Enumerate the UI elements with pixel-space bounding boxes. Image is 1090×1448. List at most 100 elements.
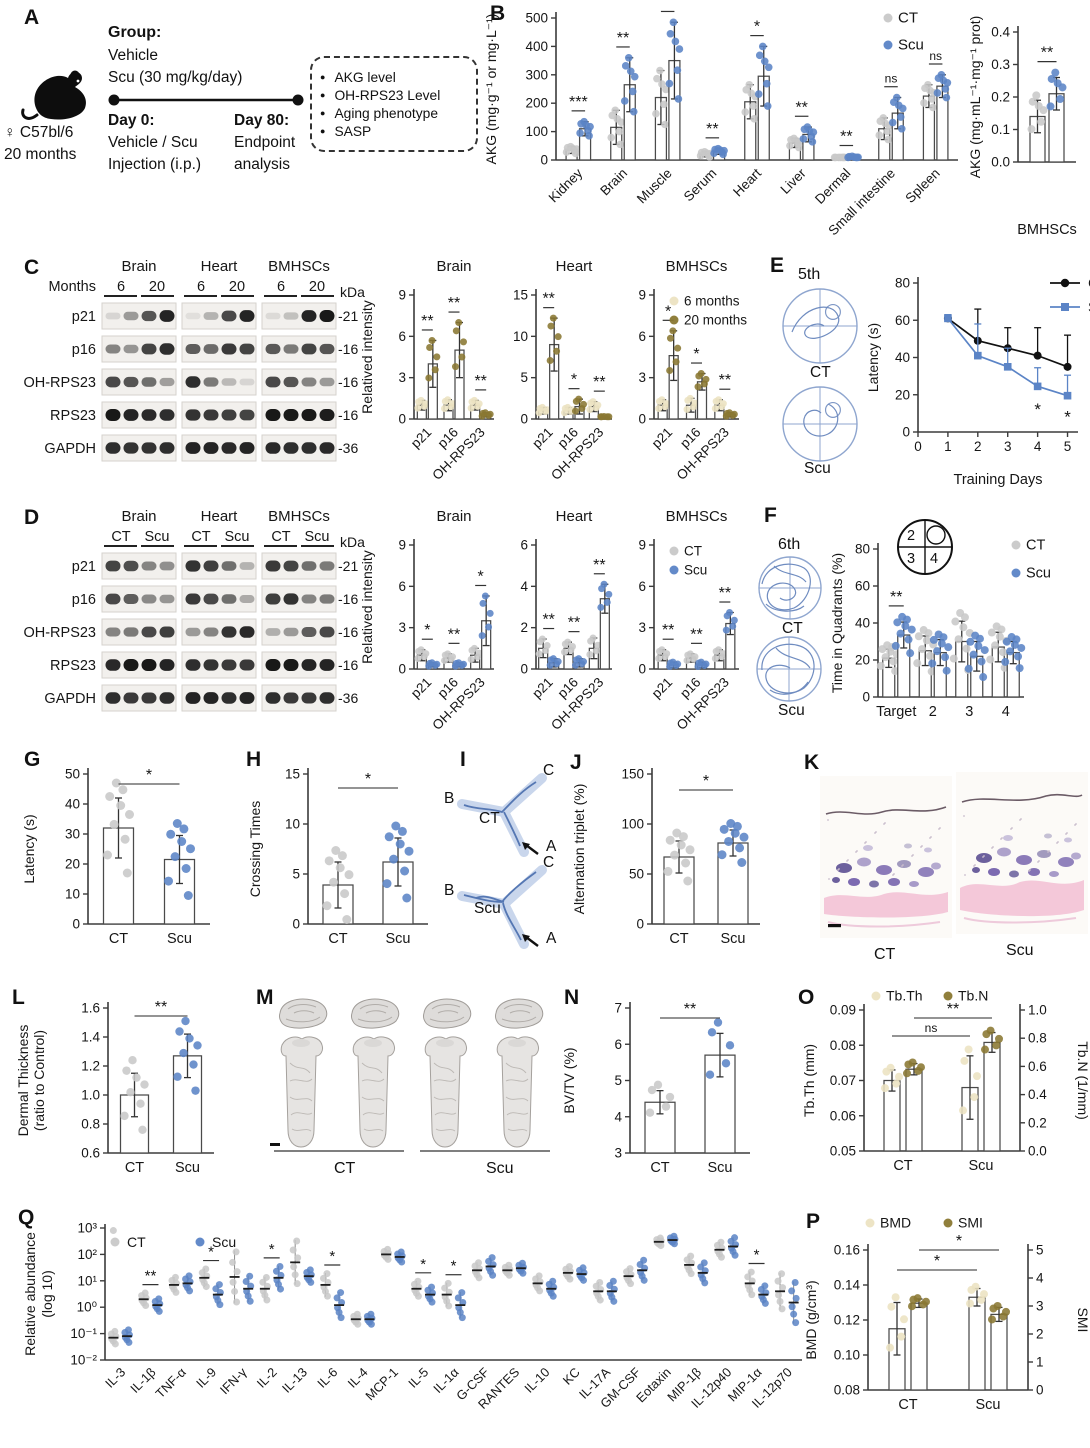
svg-text:Scu: Scu — [145, 529, 170, 545]
svg-text:2: 2 — [520, 620, 528, 635]
svg-text:0.06: 0.06 — [830, 1108, 856, 1123]
svg-text:IL-5: IL-5 — [405, 1365, 431, 1391]
svg-text:3: 3 — [965, 704, 973, 720]
svg-text:3: 3 — [1036, 1299, 1044, 1314]
svg-text:0: 0 — [636, 917, 644, 932]
svg-text:0.2: 0.2 — [1028, 1115, 1047, 1130]
svg-text:10⁰: 10⁰ — [77, 1300, 97, 1315]
svg-text:1: 1 — [1036, 1355, 1044, 1370]
svg-text:Scu: Scu — [175, 1160, 200, 1176]
histology-ct-image — [820, 776, 952, 938]
svg-text:150: 150 — [621, 767, 644, 782]
svg-text:6 months: 6 months — [684, 294, 740, 309]
svg-text:0.08: 0.08 — [830, 1038, 856, 1053]
e-ct-label: CT — [810, 364, 831, 381]
svg-text:CT: CT — [125, 1160, 144, 1176]
svg-text:20: 20 — [895, 387, 910, 402]
svg-text:3: 3 — [1004, 439, 1012, 454]
svg-text:**: ** — [593, 374, 605, 391]
svg-text:400: 400 — [525, 39, 548, 54]
svg-text:p21: p21 — [72, 559, 96, 575]
svg-text:***: *** — [569, 94, 588, 111]
svg-text:20: 20 — [855, 653, 870, 668]
m-ct-label: CT — [334, 1160, 356, 1177]
svg-text:*: * — [146, 767, 152, 784]
svg-text:Brain: Brain — [121, 258, 156, 275]
svg-text:Relative abundance: Relative abundance — [22, 1232, 38, 1356]
svg-text:ns: ns — [885, 72, 898, 86]
svg-text:Muscle: Muscle — [634, 166, 675, 207]
svg-text:3: 3 — [638, 370, 646, 385]
svg-text:p21: p21 — [649, 675, 676, 702]
panel-a-label: A — [24, 6, 40, 29]
svg-text:0.6: 0.6 — [81, 1146, 100, 1161]
svg-text:-36: -36 — [338, 440, 358, 456]
svg-text:20: 20 — [309, 279, 325, 295]
svg-text:1.2: 1.2 — [81, 1059, 100, 1074]
f-ct-label: CT — [782, 620, 803, 637]
panel-j-label: J — [570, 751, 582, 774]
svg-text:0.07: 0.07 — [830, 1073, 856, 1088]
strain-label: ♀ C57bl/6 — [4, 124, 74, 141]
panel-b-akg-chart: 0 100 200 300 400 500 AKG (mg·g⁻¹ or mg·L⁻¹) **… — [480, 0, 972, 242]
svg-text:BMHSCs: BMHSCs — [1017, 222, 1077, 238]
svg-text:4: 4 — [1002, 704, 1010, 720]
svg-text:ns: ns — [929, 49, 942, 63]
svg-text:0.12: 0.12 — [834, 1313, 860, 1328]
svg-text:500: 500 — [525, 11, 548, 26]
svg-text:40: 40 — [65, 797, 80, 812]
svg-text:**: ** — [890, 589, 902, 606]
panel-q-label: Q — [18, 1206, 35, 1229]
svg-text:OH-RPS23: OH-RPS23 — [23, 625, 96, 641]
svg-text:BMHSCs: BMHSCs — [268, 508, 330, 525]
svg-text:0.16: 0.16 — [834, 1243, 860, 1258]
svg-text:Scu: Scu — [969, 1158, 994, 1174]
svg-text:BMHSCs: BMHSCs — [268, 258, 330, 275]
svg-text:20: 20 — [65, 857, 80, 872]
svg-text:6: 6 — [614, 1037, 622, 1052]
svg-text:2: 2 — [929, 704, 937, 720]
svg-text:**: ** — [448, 295, 460, 312]
svg-text:9: 9 — [398, 538, 406, 553]
svg-text:p16: p16 — [72, 342, 96, 358]
svg-text:Heart: Heart — [730, 165, 764, 199]
svg-text:1.0: 1.0 — [81, 1088, 100, 1103]
svg-text:CT: CT — [1026, 538, 1045, 554]
svg-text:10⁻¹: 10⁻¹ — [70, 1326, 97, 1341]
svg-text:**: ** — [617, 30, 629, 47]
svg-text:IL-13: IL-13 — [279, 1365, 310, 1396]
svg-text:*: * — [1064, 408, 1071, 427]
svg-text:**: ** — [706, 121, 718, 138]
panel-o-chart: 0.05 0.06 0.07 0.08 0.09 0.0 0.2 0.4 0.6 0.8 1.0 Tb… — [800, 982, 1090, 1195]
ymaze-ct-icon — [446, 764, 566, 858]
svg-text:BMD: BMD — [880, 1215, 911, 1231]
svg-text:SMI: SMI — [1075, 1308, 1090, 1333]
svg-text:Scu: Scu — [305, 529, 330, 545]
svg-text:*: * — [420, 1256, 426, 1273]
svg-text:6: 6 — [197, 279, 205, 295]
svg-text:Target: Target — [876, 704, 916, 720]
svg-text:Heart: Heart — [201, 258, 239, 275]
svg-text:0: 0 — [1036, 1383, 1044, 1398]
svg-text:Eotaxin: Eotaxin — [633, 1365, 674, 1406]
panel-l-chart: 0.6 0.8 1.0 1.2 1.4 1.6 Dermal Thickness (ratio… — [12, 982, 250, 1195]
group-vehicle: Vehicle — [108, 47, 158, 64]
svg-text:10¹: 10¹ — [77, 1273, 97, 1288]
svg-text:50: 50 — [65, 767, 80, 782]
svg-text:0: 0 — [540, 153, 548, 168]
svg-text:OH-RPS23: OH-RPS23 — [674, 425, 732, 483]
svg-text:Training Days: Training Days — [954, 472, 1043, 488]
svg-text:**: ** — [155, 999, 167, 1016]
svg-text:*: * — [424, 622, 430, 639]
svg-text:*: * — [754, 1246, 760, 1263]
bullet-icon: ● — [320, 89, 326, 100]
svg-text:**: ** — [448, 626, 460, 643]
quad-3-label: 3 — [907, 551, 916, 567]
svg-text:0: 0 — [520, 412, 528, 427]
svg-text:CT: CT — [111, 529, 130, 545]
svg-text:15: 15 — [513, 288, 528, 303]
panel-d-bmhsc-chart: 0 3 6 9 BMHSCs ** ** ** p21 p16 OH-RPS23 CT Scu — [622, 505, 785, 733]
svg-text:Spleen: Spleen — [902, 166, 942, 206]
svg-text:CT: CT — [1088, 275, 1090, 292]
svg-text:0.4: 0.4 — [1028, 1087, 1047, 1102]
